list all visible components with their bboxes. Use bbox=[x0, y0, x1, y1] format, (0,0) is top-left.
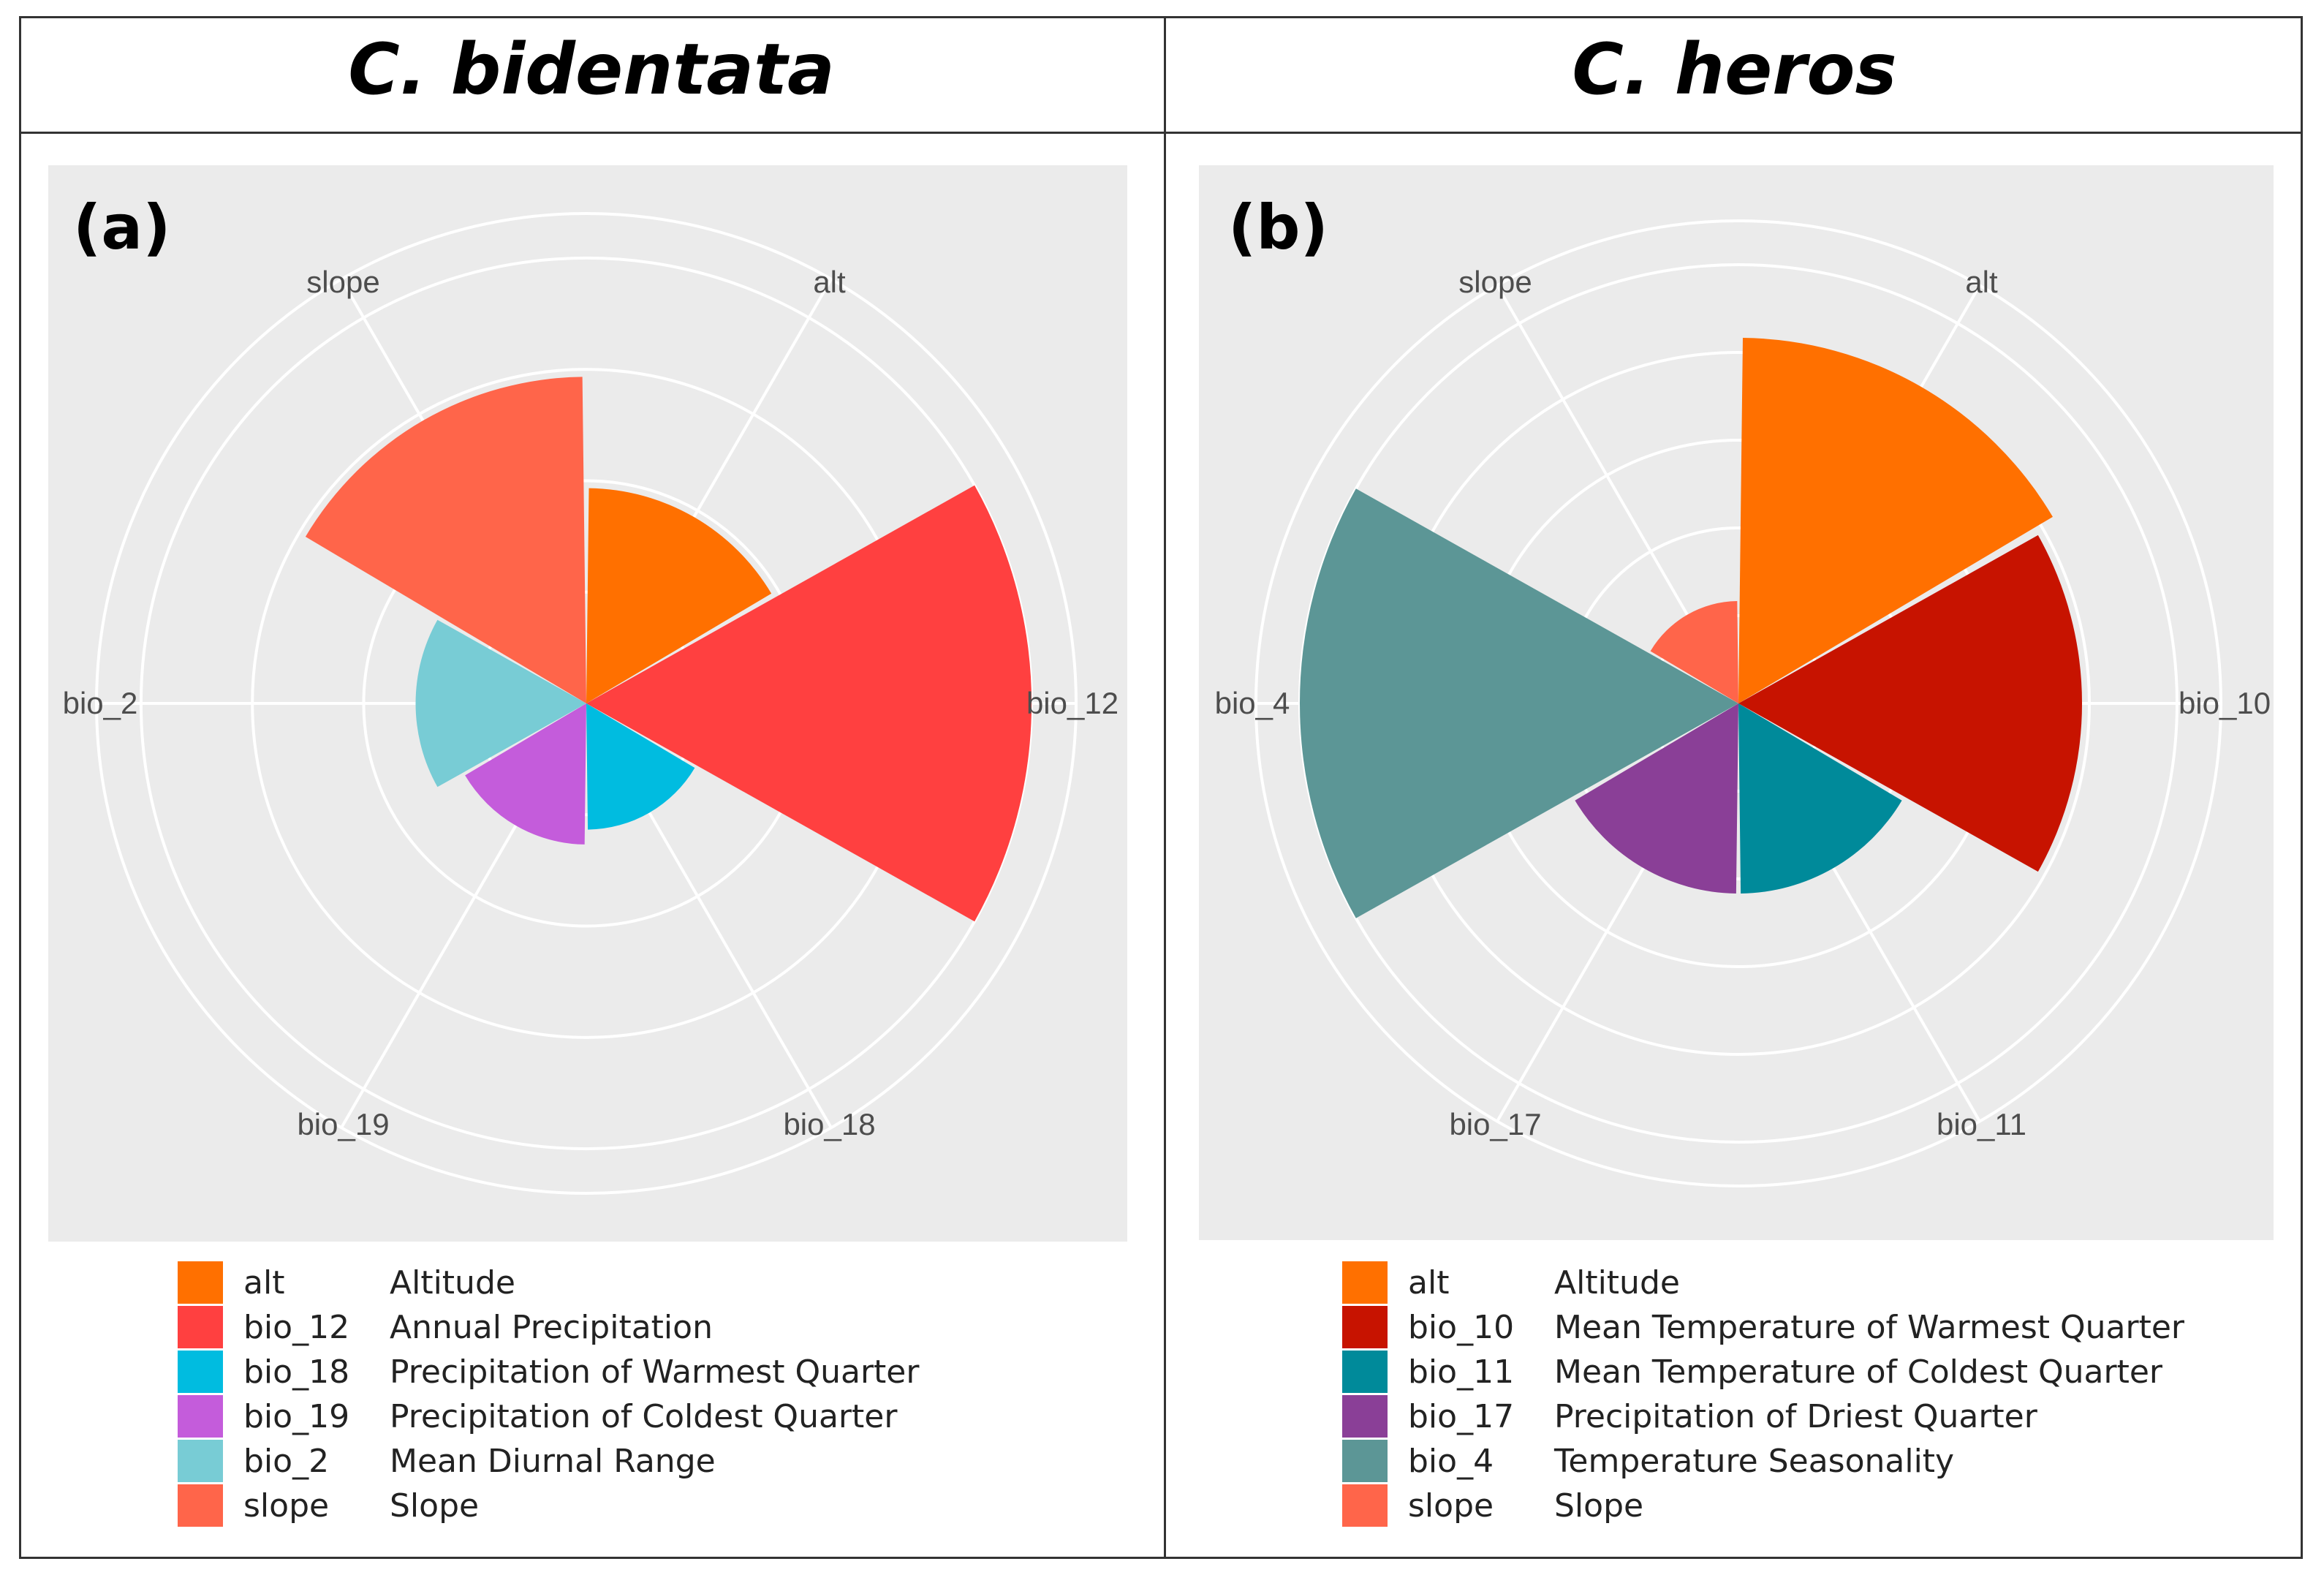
legend-description: Altitude bbox=[390, 1264, 515, 1302]
bar-slope bbox=[1650, 601, 1738, 703]
bar-bio_17 bbox=[1575, 703, 1738, 894]
axis-label-bio_12: bio_12 bbox=[1026, 686, 1119, 720]
legend-code: bio_4 bbox=[1408, 1442, 1494, 1480]
bar-bio_12 bbox=[586, 485, 1032, 922]
legend-item: slope Slope bbox=[1342, 1484, 1643, 1527]
legend-item: bio_11 Mean Temperature of Coldest Quarte… bbox=[1342, 1350, 2162, 1394]
legend-item: bio_19 Precipitation of Coldest Quarter bbox=[178, 1394, 897, 1438]
legend-description: Mean Temperature of Warmest Quarter bbox=[1554, 1308, 2185, 1346]
legend-code: bio_2 bbox=[243, 1442, 330, 1480]
axis-label-slope: slope bbox=[1458, 265, 1532, 299]
bar-bio_11 bbox=[1738, 703, 1902, 894]
legend-code: alt bbox=[1408, 1264, 1450, 1302]
bar-alt bbox=[586, 488, 772, 703]
legend-swatch bbox=[1342, 1484, 1388, 1527]
column-divider bbox=[1164, 16, 1166, 1559]
axis-label-alt: alt bbox=[813, 265, 846, 299]
legend-swatch bbox=[1342, 1440, 1388, 1482]
axis-label-bio_19: bio_19 bbox=[297, 1107, 389, 1141]
legend-swatch bbox=[178, 1484, 223, 1527]
legend-swatch bbox=[178, 1351, 223, 1393]
legend-description: Altitude bbox=[1554, 1264, 1680, 1302]
legend-description: Slope bbox=[1554, 1487, 1644, 1525]
axis-label-bio_2: bio_2 bbox=[63, 686, 138, 720]
legend-item: bio_2 Mean Diurnal Range bbox=[178, 1439, 716, 1483]
legend-item: bio_17 Precipitation of Driest Quarter bbox=[1342, 1394, 2037, 1438]
legend-code: alt bbox=[243, 1264, 285, 1302]
bar-bio_4 bbox=[1300, 488, 1738, 918]
legend-code: slope bbox=[1408, 1487, 1494, 1525]
bar-alt bbox=[1738, 338, 2053, 703]
legend-description: Precipitation of Warmest Quarter bbox=[390, 1353, 920, 1391]
bar-bio_2 bbox=[415, 619, 586, 788]
legend-code: bio_11 bbox=[1408, 1353, 1515, 1391]
axis-label-bio_18: bio_18 bbox=[783, 1107, 875, 1141]
legend-item: alt Altitude bbox=[1342, 1261, 1680, 1304]
legend-b: alt Altitude bio_10 Mean Temperature of War… bbox=[1342, 1261, 2293, 1531]
bar-bio_19 bbox=[465, 703, 586, 845]
axis-label-bio_10: bio_10 bbox=[2179, 686, 2271, 720]
axis-label-bio_4: bio_4 bbox=[1215, 686, 1290, 720]
legend-swatch bbox=[1342, 1351, 1388, 1393]
legend-description: Annual Precipitation bbox=[390, 1308, 713, 1346]
legend-swatch bbox=[1342, 1261, 1388, 1304]
bar-slope bbox=[305, 377, 586, 703]
legend-swatch bbox=[178, 1395, 223, 1438]
bar-bio_10 bbox=[1738, 535, 2082, 872]
legend-a: alt Altitude bio_12 Annual Precipitation bio… bbox=[178, 1261, 1128, 1531]
legend-swatch bbox=[178, 1306, 223, 1348]
axis-label-alt: alt bbox=[1965, 265, 1998, 299]
legend-item: alt Altitude bbox=[178, 1261, 515, 1304]
figure-frame bbox=[19, 16, 2303, 1559]
legend-description: Temperature Seasonality bbox=[1554, 1442, 1955, 1480]
legend-item: bio_10 Mean Temperature of Warmest Quarte… bbox=[1342, 1305, 2184, 1349]
legend-item: bio_18 Precipitation of Warmest Quarter bbox=[178, 1350, 919, 1394]
legend-swatch bbox=[178, 1261, 223, 1304]
axis-label-bio_11: bio_11 bbox=[1937, 1107, 2026, 1141]
polar-chart-b: alt bio_10 bio_11 bio_17 bio_4 slope bbox=[1215, 219, 2271, 1187]
legend-item: bio_12 Annual Precipitation bbox=[178, 1305, 713, 1349]
legend-code: bio_19 bbox=[243, 1397, 350, 1435]
polar-chart-a: alt bio_12 bio_18 bio_19 bio_2 slope bbox=[63, 212, 1119, 1195]
legend-code: bio_17 bbox=[1408, 1397, 1515, 1435]
panel-a-letter: (a) bbox=[73, 192, 171, 263]
panel-a-title: C. bidentata bbox=[348, 29, 835, 110]
legend-description: Precipitation of Driest Quarter bbox=[1554, 1397, 2037, 1435]
legend-swatch bbox=[1342, 1395, 1388, 1438]
axis-label-slope: slope bbox=[306, 265, 379, 299]
legend-swatch bbox=[1342, 1306, 1388, 1348]
header-divider bbox=[19, 132, 2303, 134]
panel-b-letter: (b) bbox=[1228, 192, 1328, 263]
axis-label-bio_17: bio_17 bbox=[1449, 1107, 1541, 1141]
legend-code: bio_18 bbox=[243, 1353, 350, 1391]
panel-b-title: C. heros bbox=[1572, 29, 1897, 110]
legend-swatch bbox=[178, 1440, 223, 1482]
legend-description: Mean Temperature of Coldest Quarter bbox=[1554, 1353, 2162, 1391]
legend-item: bio_4 Temperature Seasonality bbox=[1342, 1439, 1954, 1483]
legend-description: Precipitation of Coldest Quarter bbox=[390, 1397, 898, 1435]
legend-code: bio_12 bbox=[243, 1308, 350, 1346]
legend-description: Slope bbox=[390, 1487, 480, 1525]
legend-code: bio_10 bbox=[1408, 1308, 1515, 1346]
legend-code: slope bbox=[243, 1487, 330, 1525]
bar-bio_18 bbox=[586, 703, 695, 830]
legend-description: Mean Diurnal Range bbox=[390, 1442, 716, 1480]
legend-item: slope Slope bbox=[178, 1484, 479, 1527]
